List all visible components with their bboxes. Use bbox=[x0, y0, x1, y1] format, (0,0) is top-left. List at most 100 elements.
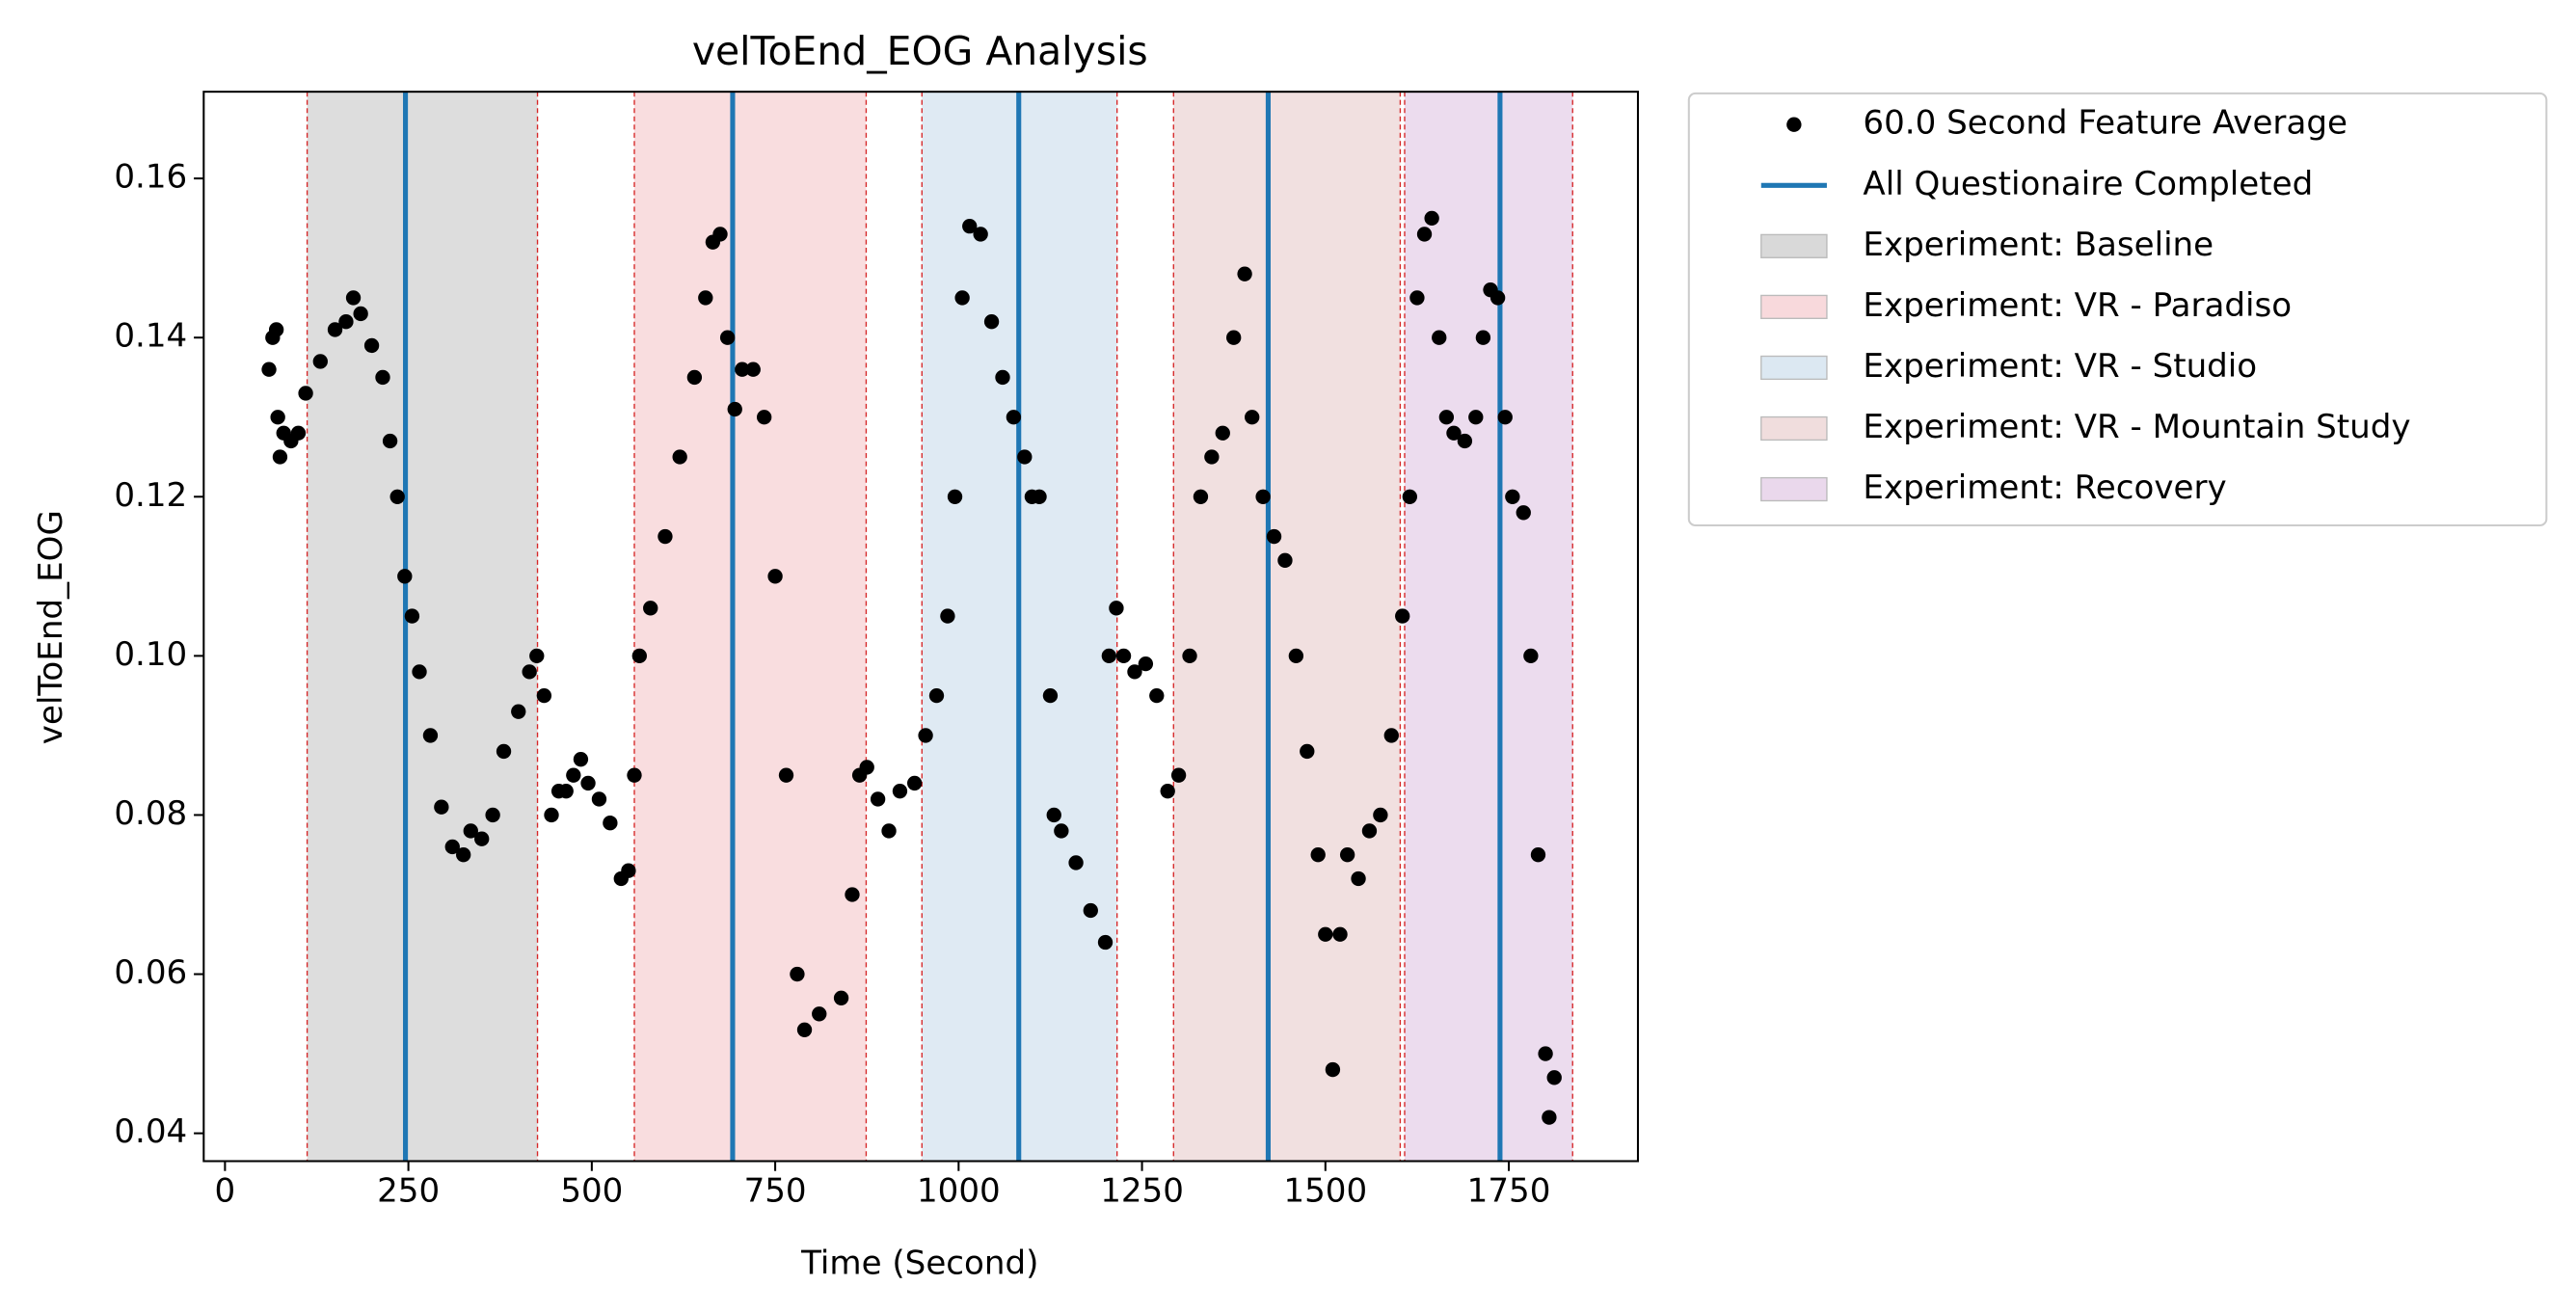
data-point bbox=[973, 227, 988, 242]
data-point bbox=[1383, 728, 1399, 743]
data-point bbox=[796, 1022, 813, 1037]
axes-frame bbox=[202, 91, 1639, 1163]
data-point bbox=[268, 322, 284, 337]
data-point bbox=[1006, 410, 1022, 425]
legend-marker bbox=[1786, 117, 1802, 132]
data-point bbox=[1457, 433, 1473, 449]
data-point bbox=[947, 489, 963, 504]
data-point bbox=[496, 743, 512, 760]
data-point bbox=[544, 807, 559, 823]
data-point bbox=[757, 410, 772, 425]
data-point bbox=[1237, 266, 1252, 281]
data-point bbox=[1505, 489, 1520, 504]
x-tick-label: 750 bbox=[744, 1171, 807, 1210]
data-point bbox=[1497, 410, 1513, 425]
data-point bbox=[1182, 648, 1197, 664]
data-point bbox=[404, 608, 420, 624]
data-point bbox=[1138, 656, 1154, 672]
data-point bbox=[363, 337, 380, 354]
data-point bbox=[833, 990, 849, 1005]
data-point bbox=[261, 361, 277, 377]
data-point bbox=[698, 290, 713, 306]
y-tick-label: 0.14 bbox=[114, 317, 187, 356]
data-point bbox=[1339, 847, 1355, 863]
chart-title: velToEnd_EOG Analysis bbox=[692, 28, 1148, 74]
data-point bbox=[1409, 290, 1425, 306]
data-point bbox=[631, 648, 647, 664]
data-point bbox=[485, 807, 500, 823]
data-point bbox=[1546, 1070, 1562, 1085]
data-point bbox=[591, 791, 607, 807]
legend-box bbox=[1687, 92, 2548, 527]
data-point bbox=[1446, 425, 1462, 441]
data-point bbox=[272, 449, 288, 465]
data-point bbox=[1438, 410, 1455, 425]
data-point bbox=[727, 401, 742, 417]
data-point bbox=[353, 306, 368, 322]
data-point bbox=[1489, 290, 1506, 306]
data-point bbox=[954, 290, 970, 306]
data-point bbox=[1468, 410, 1484, 425]
data-point bbox=[580, 775, 596, 791]
data-point bbox=[686, 369, 703, 386]
data-point bbox=[918, 728, 933, 743]
data-point bbox=[1204, 449, 1220, 465]
y-axis-label: velToEnd_EOG bbox=[32, 510, 70, 744]
data-point bbox=[1245, 410, 1260, 425]
data-point bbox=[643, 601, 658, 616]
data-point bbox=[1318, 926, 1333, 942]
data-point bbox=[1395, 608, 1410, 624]
data-point bbox=[1068, 855, 1084, 870]
data-point bbox=[522, 664, 537, 680]
data-point bbox=[474, 831, 490, 846]
data-point bbox=[270, 410, 285, 425]
legend-label: Experiment: VR - Studio bbox=[1863, 347, 2257, 386]
data-point bbox=[536, 687, 552, 704]
data-point bbox=[1115, 648, 1132, 664]
data-point bbox=[1310, 847, 1326, 863]
data-point bbox=[1127, 664, 1142, 680]
data-point bbox=[1351, 870, 1366, 887]
data-point bbox=[1300, 743, 1315, 760]
data-point bbox=[928, 687, 945, 704]
data-point bbox=[892, 784, 908, 799]
data-point bbox=[1542, 1110, 1557, 1125]
data-point bbox=[1042, 687, 1059, 704]
data-point bbox=[1266, 528, 1282, 545]
y-tick-label: 0.04 bbox=[114, 1112, 187, 1151]
data-point bbox=[397, 569, 413, 584]
data-point bbox=[529, 648, 545, 664]
legend-swatch bbox=[1760, 233, 1828, 258]
y-tick-label: 0.10 bbox=[114, 635, 187, 674]
data-point bbox=[712, 227, 728, 242]
data-point bbox=[1170, 767, 1187, 783]
data-point bbox=[859, 760, 874, 775]
legend: 60.0 Second Feature Average All Questiona… bbox=[1760, 104, 2411, 507]
data-point bbox=[1432, 330, 1447, 345]
y-tick-label: 0.06 bbox=[114, 953, 187, 992]
data-point bbox=[1215, 425, 1230, 441]
data-point bbox=[1325, 1061, 1341, 1078]
data-point bbox=[778, 767, 794, 783]
legend-label: All Questionaire Completed bbox=[1863, 165, 2313, 203]
data-point bbox=[1160, 784, 1175, 799]
data-point bbox=[983, 314, 1000, 330]
data-point bbox=[1475, 330, 1491, 345]
data-point bbox=[1032, 489, 1047, 504]
data-point bbox=[907, 775, 923, 791]
legend-label: Experiment: Baseline bbox=[1863, 226, 2214, 264]
data-point bbox=[375, 369, 390, 386]
data-point bbox=[845, 887, 860, 902]
experiment-span bbox=[1173, 92, 1401, 1162]
data-point bbox=[573, 752, 589, 767]
legend-label: 60.0 Second Feature Average bbox=[1863, 104, 2348, 143]
data-point bbox=[434, 799, 449, 815]
x-tick-label: 1250 bbox=[1100, 1171, 1184, 1210]
x-tick-label: 1750 bbox=[1467, 1171, 1551, 1210]
legend-swatch bbox=[1760, 294, 1828, 319]
data-point bbox=[456, 847, 471, 863]
data-point bbox=[558, 784, 574, 799]
data-point bbox=[767, 569, 783, 584]
data-point bbox=[621, 863, 636, 878]
